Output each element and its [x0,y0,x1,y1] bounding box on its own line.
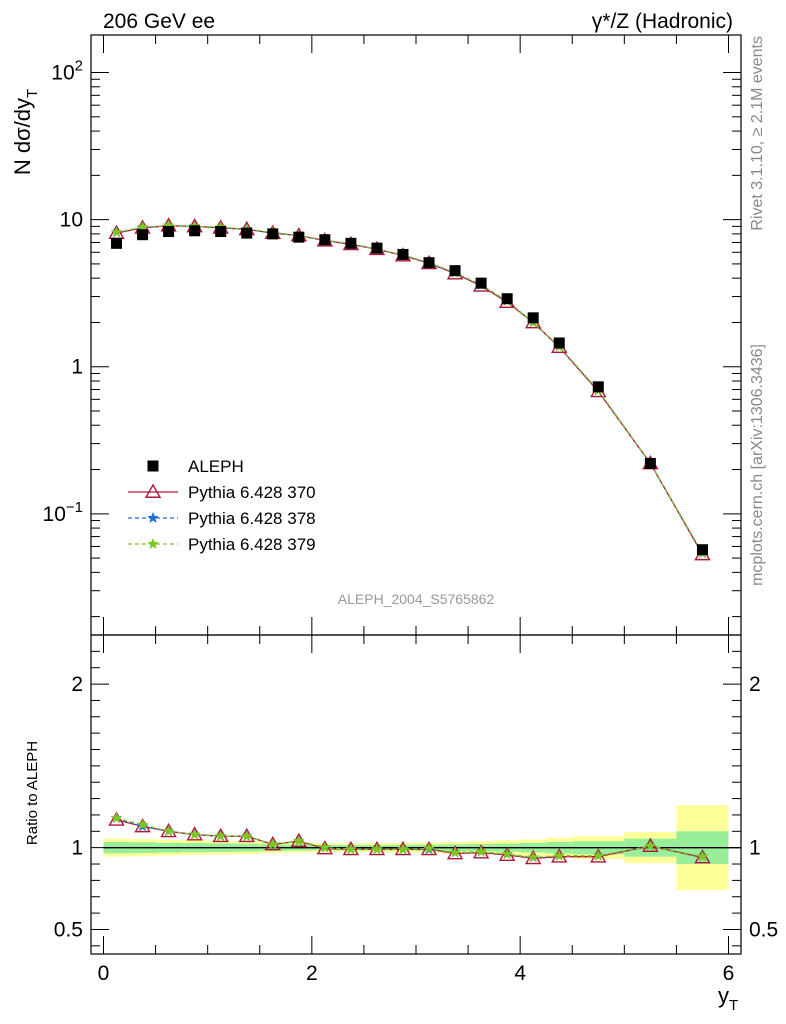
main-ytick-label-exp: 2 [75,58,83,75]
main-series-pythia-2 [110,219,709,559]
ratio-data-point [501,847,514,860]
ratio-ytick-label-right: 1 [749,837,761,860]
header-right: γ*/Z (Hadronic) [592,10,733,33]
ratio-data-point [696,850,709,862]
ratio-ytick-label-right: 0.5 [749,918,778,941]
side-text-lower: mcplots.cern.ch [arXiv:1306.3436] [749,344,766,586]
legend-marker [147,511,159,524]
main-data-point [110,226,123,238]
ratio-data-point [162,825,175,837]
main-series-aleph [111,225,708,556]
main-ytick-label: 102 [51,58,83,85]
ratio-data-point [553,849,566,861]
xtick-label: 2 [306,962,318,985]
ratio-data-point [214,830,227,842]
main-data-point [319,234,331,246]
legend-marker [144,483,162,498]
main-data-point [423,257,435,269]
ratio-ylabel: Ratio to ALEPH [24,741,41,845]
legend-marker [147,537,159,550]
xtick-label: 4 [514,962,526,985]
main-data-point [111,237,123,249]
ratio-panel: 0.5 0.5 1 1 2 2 0 2 4 6 [54,634,778,985]
xtick-label: 0 [98,962,110,985]
main-data-point [644,457,656,469]
main-data-point [189,225,201,237]
watermark: ALEPH_2004_S5765862 [338,591,495,607]
main-data-point [371,242,383,254]
header-left: 206 GeV ee [103,10,215,33]
main-ytick-label-base: 10 [51,62,74,85]
xlabel-text: y [718,983,729,1008]
main-data-point [475,277,487,289]
ratio-data-point [344,843,357,855]
xtick-label: 6 [723,962,735,985]
main-data-point [137,229,149,241]
ratio-frame [90,634,742,955]
ratio-data-point [188,828,201,840]
ratio-ytick-label-left: 2 [71,673,83,696]
main-ylabel-sub: T [24,89,41,98]
legend-label: ALEPH [188,457,244,476]
main-data-point [527,312,539,324]
main-data-point [397,248,409,260]
ratio-ytick-label-left: 0.5 [54,918,83,941]
ratio-series-pythia-3 [110,812,709,863]
main-ytick-label-base: 10 [43,503,66,526]
main-data-point [501,293,513,305]
main-data-point [553,337,565,349]
main-data-point [449,265,461,277]
main-series-line [116,225,704,554]
main-ytick-label-exp: −1 [66,499,83,516]
main-data-point [592,381,604,393]
main-data-point [345,237,357,249]
ratio-data-point [592,849,605,861]
main-data-point [293,231,305,243]
side-text-upper: Rivet 3.1.10, ≥ 2.1M events [749,36,766,231]
svg-text:N dσ/dyT: N dσ/dyT [10,89,41,175]
main-ylabel: N dσ/dyT [10,89,41,175]
main-data-point [696,544,708,556]
xlabel: yT [718,983,738,1014]
ratio-data-point [527,851,540,863]
ratio-data-point [423,842,435,854]
main-data-point [163,226,175,238]
legend-label: Pythia 6.428 370 [188,483,316,502]
main-series-line [116,225,704,555]
main-data-point [267,228,279,240]
ratio-data-point [397,843,409,855]
main-ytick-label: 1 [71,356,83,379]
main-series-layer [108,217,711,561]
xlabel-sub: T [729,997,738,1014]
main-data-point [215,226,227,238]
ratio-data-point [240,830,253,842]
ratio-data-point [371,843,383,855]
main-series-pythia-3 [110,219,709,559]
main-ytick-label: 10 [60,209,83,232]
legend-label: Pythia 6.428 379 [188,535,316,554]
ratio-data-point [475,845,488,857]
main-data-point [241,227,253,239]
ratio-data-point [266,838,279,850]
main-series-line [116,225,704,554]
ratio-data-point [110,812,123,824]
ratio-data-point [318,841,331,853]
main-ytick-label: 10−1 [43,499,83,526]
ratio-data-point [292,834,305,847]
ratio-series-layer [108,811,711,865]
ratio-data-point [644,839,657,852]
legend: ALEPH Pythia 6.428 370 Pythia 6.428 378 Pyt… [128,457,316,554]
main-ylabel-text: N dσ/dy [10,98,35,175]
ratio-data-point [136,818,149,830]
legend-marker [147,460,159,472]
ratio-data-point [449,846,461,858]
legend-label: Pythia 6.428 378 [188,509,316,528]
ratio-ytick-label-right: 2 [749,673,761,696]
ratio-ytick-label-left: 1 [71,837,83,860]
